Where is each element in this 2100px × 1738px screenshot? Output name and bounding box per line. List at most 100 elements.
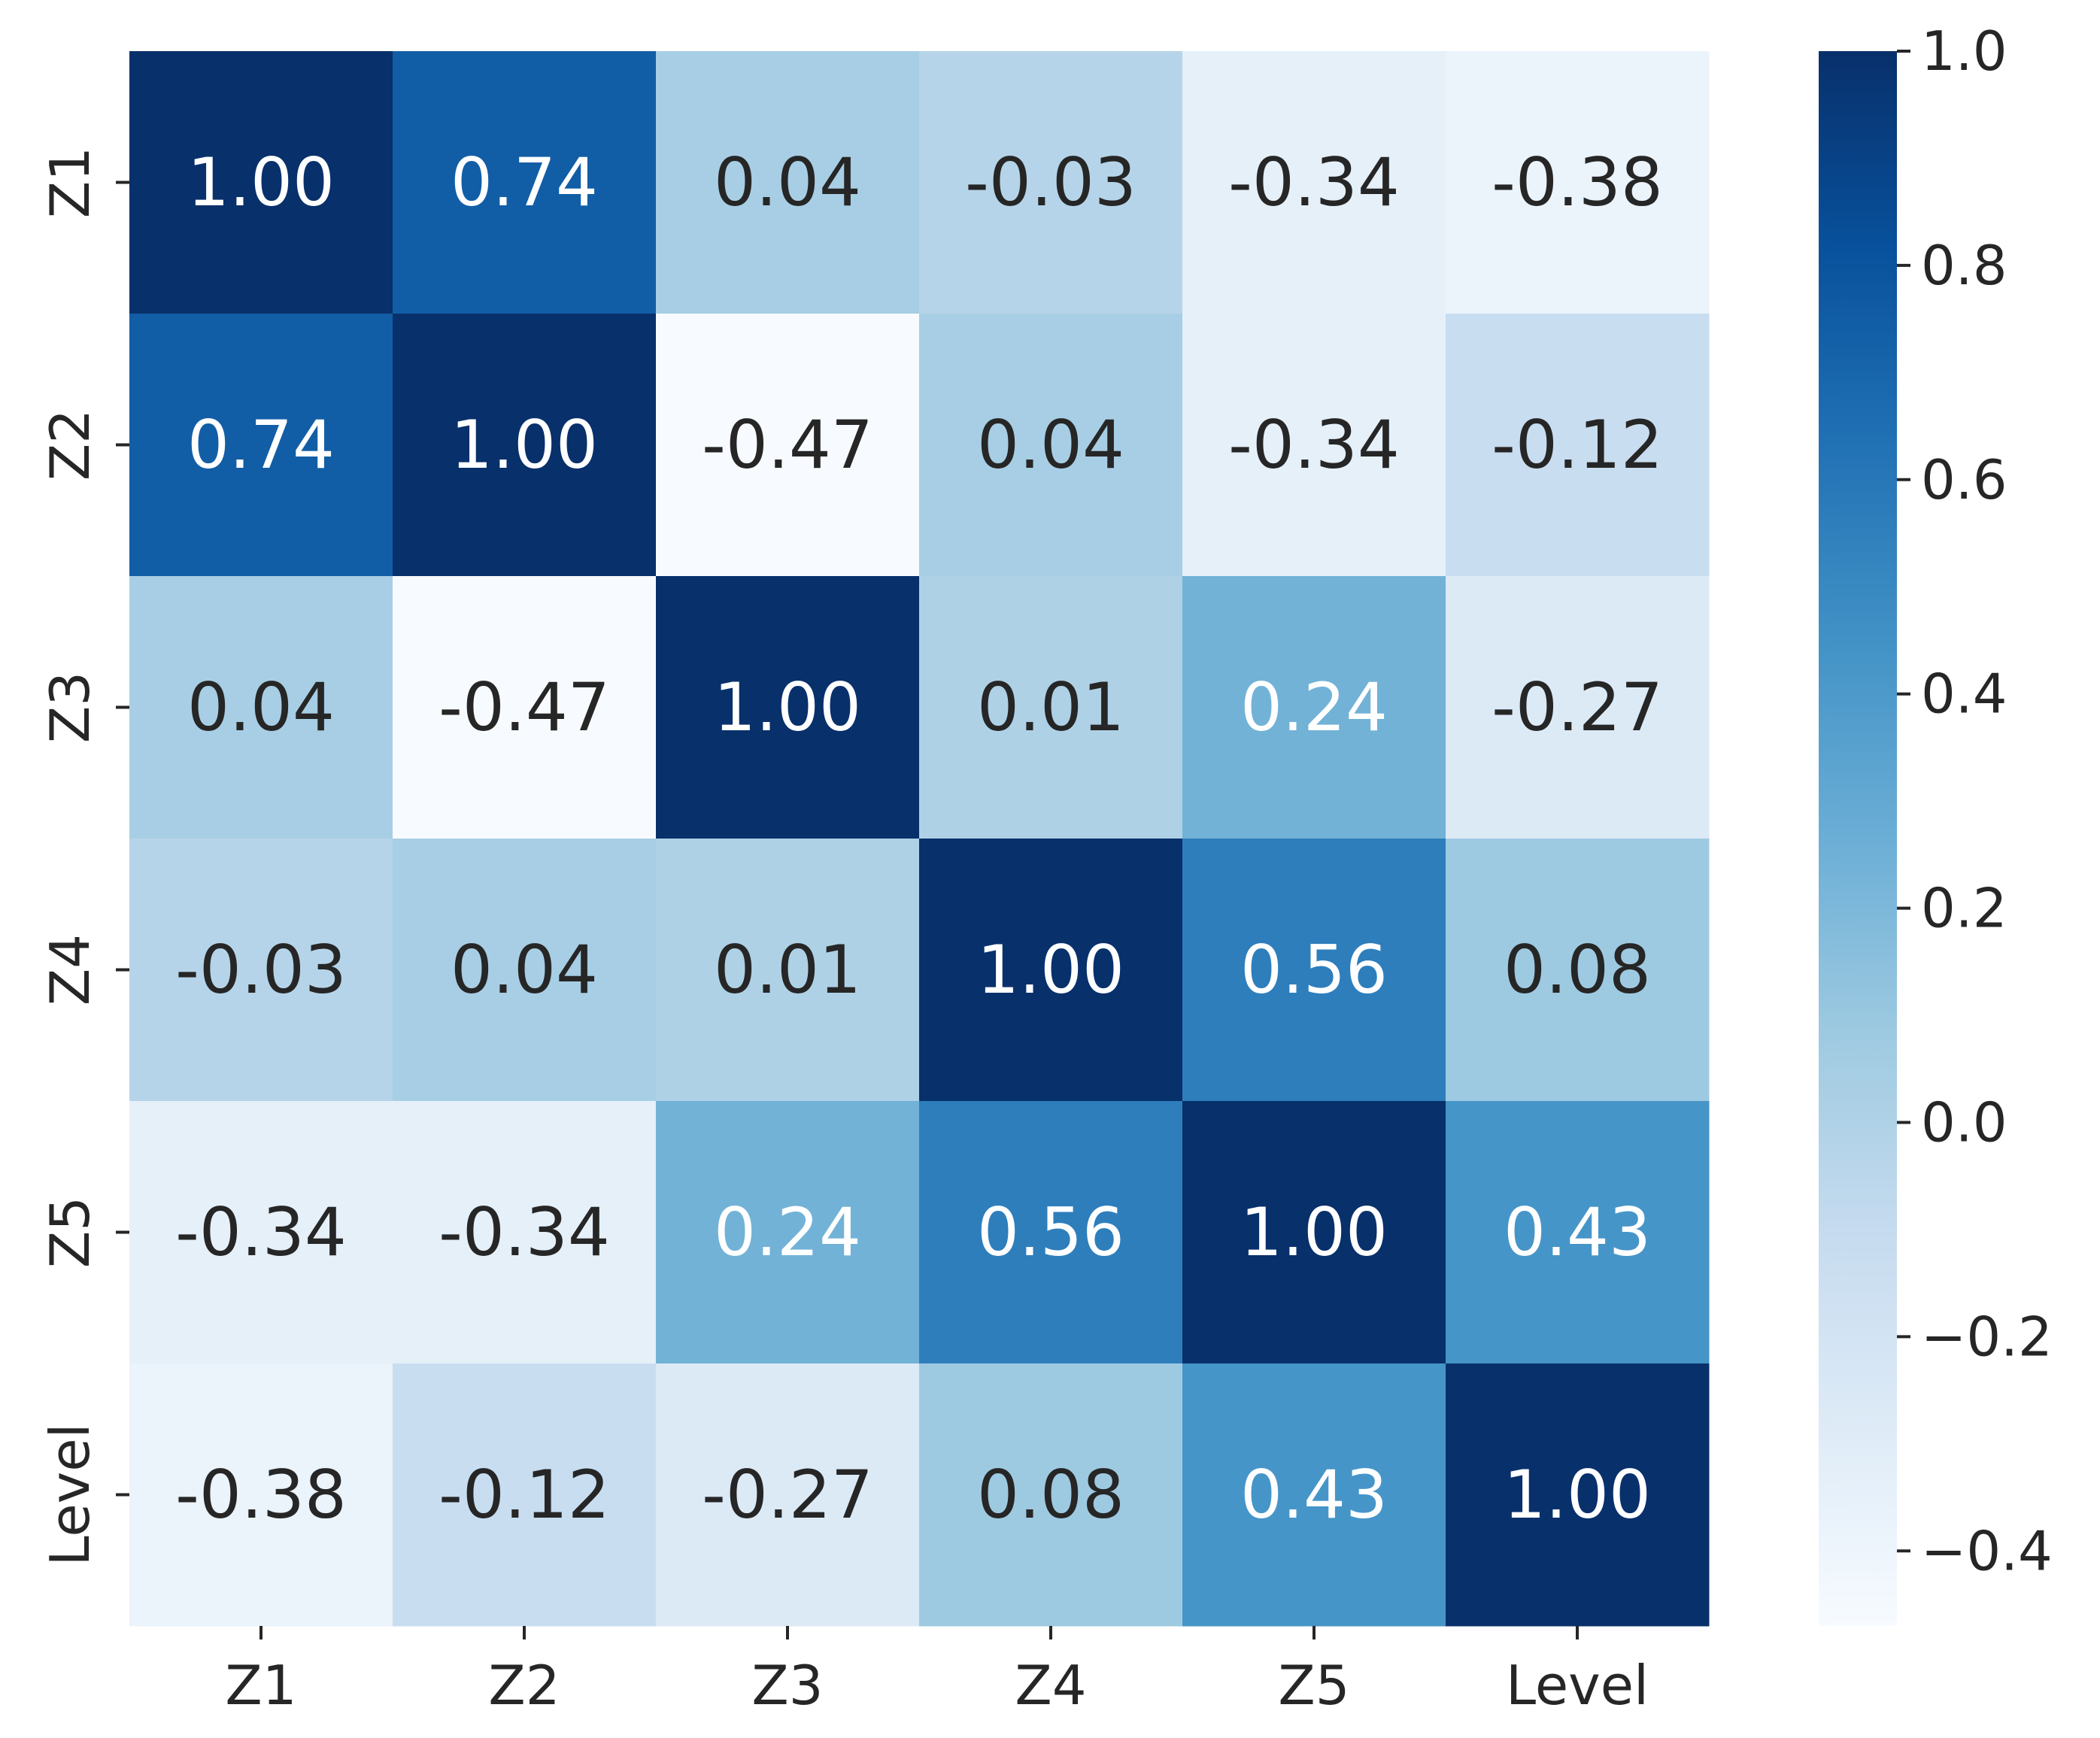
heatmap-cell [1182, 314, 1446, 577]
heatmap-value-label: 0.74 [451, 144, 598, 221]
x-tick-label: Z4 [1015, 1654, 1086, 1717]
heatmap-cell [1446, 1101, 1710, 1364]
heatmap-value-label: -0.34 [439, 1194, 610, 1271]
heatmap-cell [393, 1363, 657, 1627]
heatmap-value-label: 0.01 [714, 931, 861, 1009]
y-tick-label: Level [38, 1423, 102, 1566]
heatmap-value-label: 0.08 [1504, 931, 1651, 1009]
heatmap-cell [129, 51, 393, 314]
y-tick-label: Z5 [38, 1197, 102, 1268]
heatmap-value-label: 0.24 [714, 1194, 861, 1271]
y-tick-label: Z3 [38, 672, 102, 743]
heatmap-cell [656, 839, 920, 1102]
heatmap-cell [919, 576, 1183, 839]
heatmap-cell [393, 314, 657, 577]
x-tick-label: Z3 [751, 1654, 823, 1717]
heatmap-value-label: 1.00 [1240, 1194, 1388, 1271]
heatmap-value-label: 0.04 [187, 669, 335, 746]
heatmap-value-label: 0.04 [714, 144, 861, 221]
heatmap-value-label: 1.00 [977, 931, 1124, 1009]
heatmap-value-label: -0.34 [1228, 144, 1400, 221]
heatmap-cells [129, 51, 1710, 1627]
y-tick-label: Z2 [38, 409, 102, 481]
heatmap-cell [1182, 1363, 1446, 1627]
heatmap-cell [1446, 576, 1710, 839]
heatmap-value-label: 1.00 [187, 144, 335, 221]
y-axis: Z1 Z2 Z3 Z4 Z5 Level [38, 147, 129, 1567]
heatmap-cell [393, 576, 657, 839]
heatmap-value-label: 0.43 [1504, 1194, 1651, 1271]
colorbar-tick-label: 0.0 [1921, 1090, 2007, 1154]
heatmap-value-label: 0.01 [977, 669, 1124, 746]
heatmap-value-label: -0.12 [1492, 406, 1663, 484]
heatmap-cell [656, 576, 920, 839]
heatmap-cell [1182, 1101, 1446, 1364]
heatmap-cell [1182, 839, 1446, 1102]
colorbar-tick-label: 0.8 [1921, 234, 2007, 297]
heatmap-cell [129, 314, 393, 577]
x-tick-label: Level [1506, 1654, 1649, 1717]
heatmap-cell [919, 1363, 1183, 1627]
heatmap-value-label: -0.12 [439, 1456, 610, 1533]
heatmap-value-labels: 1.00 0.74 0.04 -0.03 -0.34 -0.38 0.74 1.00 -0.47… [175, 144, 1663, 1533]
heatmap-value-label: -0.27 [1492, 669, 1663, 746]
colorbar-ticks: 1.0 0.8 0.6 0.4 0.2 0.0 −0.2 −0.4 [1897, 20, 2053, 1582]
y-tick-label: Z1 [38, 147, 102, 218]
heatmap-value-label: 1.00 [1504, 1456, 1651, 1533]
heatmap-cell [1182, 576, 1446, 839]
heatmap-value-label: 0.24 [1240, 669, 1388, 746]
heatmap-cell [393, 839, 657, 1102]
colorbar-tick-label: −0.2 [1921, 1305, 2053, 1368]
heatmap-cell [129, 839, 393, 1102]
heatmap-cell [1446, 1363, 1710, 1627]
heatmap-cell [656, 1101, 920, 1364]
heatmap-value-label: -0.47 [702, 406, 873, 484]
heatmap-value-label: 0.04 [451, 931, 598, 1009]
x-tick-label: Z5 [1278, 1654, 1349, 1717]
heatmap-value-label: 0.56 [1240, 931, 1388, 1009]
heatmap-value-label: -0.03 [175, 931, 347, 1009]
heatmap-cell [919, 51, 1183, 314]
heatmap-value-label: 1.00 [451, 406, 598, 484]
heatmap-cell [919, 314, 1183, 577]
heatmap-cell [656, 51, 920, 314]
heatmap-cell [129, 1363, 393, 1627]
y-tick-label: Z4 [38, 934, 102, 1005]
heatmap-value-label: -0.27 [702, 1456, 873, 1533]
x-tick-label: Z2 [488, 1654, 560, 1717]
heatmap-value-label: -0.47 [439, 669, 610, 746]
heatmap-value-label: 0.08 [977, 1456, 1124, 1533]
heatmap-cell [129, 576, 393, 839]
heatmap-value-label: 0.74 [187, 406, 335, 484]
heatmap-cell [1446, 51, 1710, 314]
heatmap-value-label: -0.38 [1492, 144, 1663, 221]
colorbar-gradient [1819, 51, 1897, 1626]
heatmap-value-label: -0.34 [1228, 406, 1400, 484]
x-tick-label: Z1 [225, 1654, 296, 1717]
heatmap-value-label: 0.43 [1240, 1456, 1388, 1533]
heatmap-cell [1182, 51, 1446, 314]
colorbar-tick-label: 0.6 [1921, 448, 2007, 511]
heatmap-cell [129, 1101, 393, 1364]
heatmap-value-label: 1.00 [714, 669, 861, 746]
heatmap-cell [1446, 314, 1710, 577]
heatmap-cell [656, 1363, 920, 1627]
x-axis: Z1 Z2 Z3 Z4 Z5 Level [225, 1626, 1649, 1717]
colorbar-tick-label: 1.0 [1921, 20, 2007, 83]
heatmap-cell [656, 314, 920, 577]
colorbar [1819, 51, 1897, 1626]
heatmap-cell [393, 1101, 657, 1364]
heatmap-value-label: 0.04 [977, 406, 1124, 484]
heatmap-cell [919, 1101, 1183, 1364]
colorbar-tick-label: 0.2 [1921, 877, 2007, 940]
heatmap-value-label: -0.38 [175, 1456, 347, 1533]
colorbar-tick-label: 0.4 [1921, 663, 2007, 726]
heatmap-value-label: 0.56 [977, 1194, 1124, 1271]
heatmap-value-label: -0.03 [965, 144, 1136, 221]
heatmap-cell [393, 51, 657, 314]
heatmap-value-label: -0.34 [175, 1194, 347, 1271]
heatmap-cell [1446, 839, 1710, 1102]
heatmap-cell [919, 839, 1183, 1102]
colorbar-tick-label: −0.4 [1921, 1519, 2053, 1582]
